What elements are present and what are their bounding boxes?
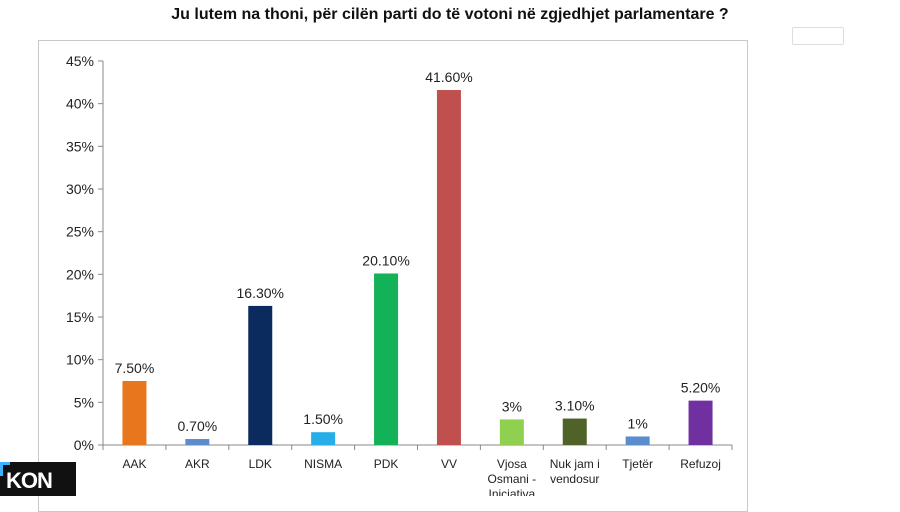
x-tick-label: PDK <box>374 457 399 471</box>
data-label: 16.30% <box>237 285 284 301</box>
bar-0 <box>122 381 147 445</box>
bar-8 <box>625 436 650 445</box>
x-tick-label: AKR <box>185 457 210 471</box>
y-tick-label: 30% <box>66 181 94 197</box>
data-label: 1.50% <box>303 411 343 427</box>
logo-corner-mark <box>0 462 10 476</box>
y-tick-label: 25% <box>66 224 94 240</box>
bar-4 <box>374 273 399 445</box>
x-tick-label: Refuzoj <box>680 457 721 471</box>
bar-chart: 0% 5% 10% 15% 20% 25% 30% 35% 40% 45% 7.50% AAK 0.70… <box>66 53 733 496</box>
x-tick-label: AAK <box>122 457 146 471</box>
data-label: 3% <box>502 398 522 414</box>
x-tick-label: NISMA <box>304 457 342 471</box>
data-label: 1% <box>628 415 648 431</box>
bar-3 <box>311 432 336 445</box>
bar-7 <box>562 418 587 445</box>
x-tick-label: Nuk jam i <box>550 457 600 471</box>
y-tick-label: 40% <box>66 96 94 112</box>
bar-5 <box>436 90 461 445</box>
y-tick-label: 15% <box>66 309 94 325</box>
watermark-logo <box>792 27 844 45</box>
y-tick-label: 20% <box>66 266 94 282</box>
bar-6 <box>499 419 524 445</box>
x-tick-label: LDK <box>249 457 272 471</box>
data-label: 3.10% <box>555 398 595 414</box>
bar-1 <box>185 439 210 445</box>
data-label: 41.60% <box>425 69 472 85</box>
chart-title: Ju lutem na thoni, për cilën parti do të… <box>171 6 729 23</box>
bar-9 <box>688 400 713 445</box>
data-label: 20.10% <box>362 252 409 268</box>
y-tick-label: 0% <box>74 437 94 453</box>
data-label: 0.70% <box>177 418 217 434</box>
channel-logo: KON <box>0 462 76 496</box>
y-tick-label: 35% <box>66 138 94 154</box>
x-tick-label: vendosur <box>550 472 599 486</box>
x-tick-label: Iniciativa <box>489 487 536 496</box>
y-tick-label: 10% <box>66 352 94 368</box>
x-tick-label: Osmani - <box>488 472 537 486</box>
x-tick-label: Vjosa <box>497 457 527 471</box>
y-tick-label: 5% <box>74 394 94 410</box>
data-label: 7.50% <box>115 360 155 376</box>
x-tick-label: VV <box>441 457 457 471</box>
logo-text: KON <box>6 468 53 493</box>
bar-2 <box>248 305 273 445</box>
data-label: 5.20% <box>681 380 721 396</box>
y-tick-label: 45% <box>66 53 94 69</box>
x-tick-label: Tjetër <box>622 457 653 471</box>
